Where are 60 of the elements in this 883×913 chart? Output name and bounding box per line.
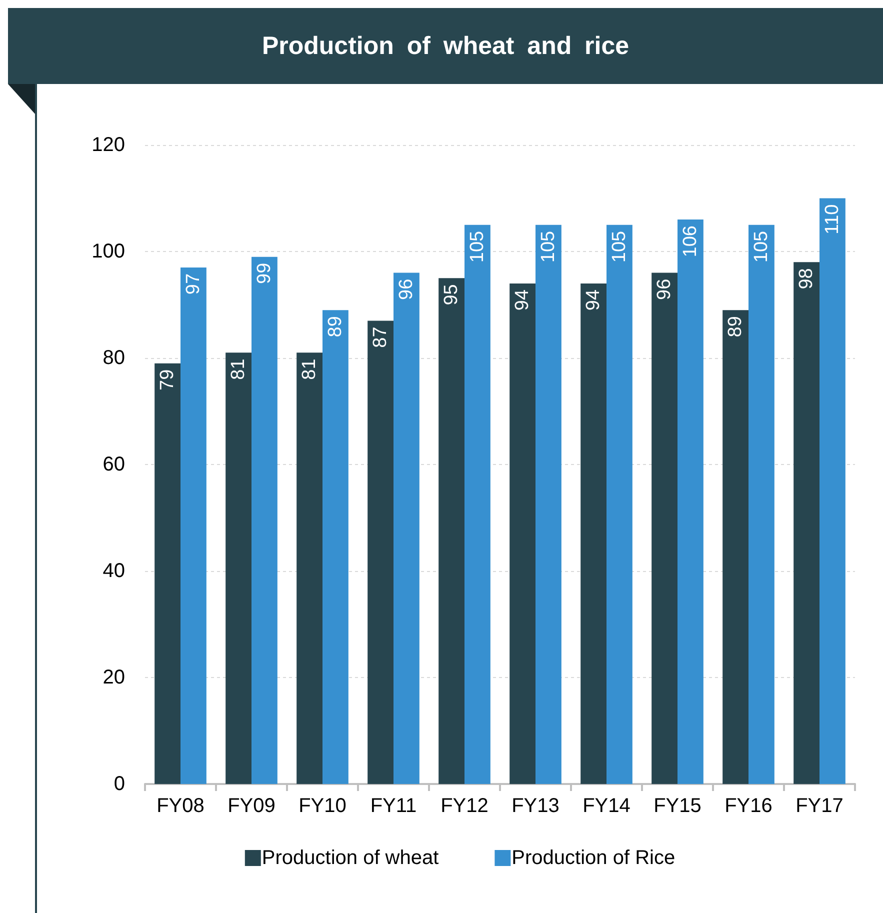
bar: [438, 278, 464, 784]
bar: [296, 352, 322, 784]
x-tick-label: FY14: [582, 795, 630, 817]
data-label: 94: [512, 289, 534, 311]
data-label: 105: [608, 230, 630, 263]
bar: [394, 272, 420, 784]
data-label: 110: [822, 204, 843, 235]
bar: [678, 220, 704, 784]
data-label: 81: [299, 358, 320, 380]
y-tick-label: 40: [102, 560, 125, 582]
legend-label: Production of Rice: [512, 847, 676, 869]
data-label: 89: [324, 316, 346, 338]
data-label: 106: [680, 226, 701, 258]
bar: [510, 283, 536, 784]
y-tick-label: 80: [102, 347, 125, 369]
data-label: 95: [441, 284, 462, 306]
chart-title: Production of wheat and rice: [8, 8, 883, 84]
bar: [368, 320, 394, 784]
bar: [606, 224, 632, 784]
legend-label: Production of wheat: [262, 847, 440, 869]
bar: [180, 267, 206, 784]
data-label: 105: [466, 230, 488, 263]
data-label: 105: [750, 230, 772, 263]
bar: [820, 198, 846, 784]
x-tick-label: FY16: [724, 795, 772, 817]
data-label: 96: [396, 278, 417, 300]
y-tick-label: 120: [92, 134, 125, 156]
bar: [154, 363, 180, 784]
bar: [536, 224, 562, 784]
data-label: 96: [654, 278, 676, 300]
x-tick-label: FY11: [370, 795, 417, 817]
x-tick-label: FY15: [654, 795, 702, 817]
y-tick-label: 20: [102, 666, 125, 688]
x-tick-label: FY10: [298, 795, 346, 817]
data-label: 105: [538, 230, 559, 263]
data-label: 97: [182, 273, 204, 295]
bar: [748, 224, 774, 784]
x-tick-label: FY17: [796, 795, 844, 817]
x-tick-label: FY09: [228, 795, 276, 817]
data-label: 87: [370, 326, 392, 348]
y-tick-label: 0: [114, 773, 125, 795]
data-label: 94: [583, 289, 604, 311]
y-tick-label: 100: [92, 240, 125, 262]
bar: [464, 224, 490, 784]
y-tick-label: 60: [102, 454, 125, 476]
bar: [226, 352, 252, 784]
data-label: 89: [725, 316, 746, 338]
x-tick-label: FY08: [156, 795, 204, 817]
bar: [652, 272, 678, 784]
bar: [252, 256, 278, 784]
bar: [580, 283, 606, 784]
data-label: 81: [228, 358, 250, 380]
x-tick-label: FY12: [440, 795, 488, 817]
x-tick-label: FY13: [512, 795, 560, 817]
data-label: 98: [796, 268, 818, 290]
data-label: 79: [157, 369, 178, 390]
data-label: 99: [254, 262, 275, 284]
bar: [322, 310, 348, 784]
bar: [794, 262, 820, 784]
bar: [722, 310, 748, 784]
